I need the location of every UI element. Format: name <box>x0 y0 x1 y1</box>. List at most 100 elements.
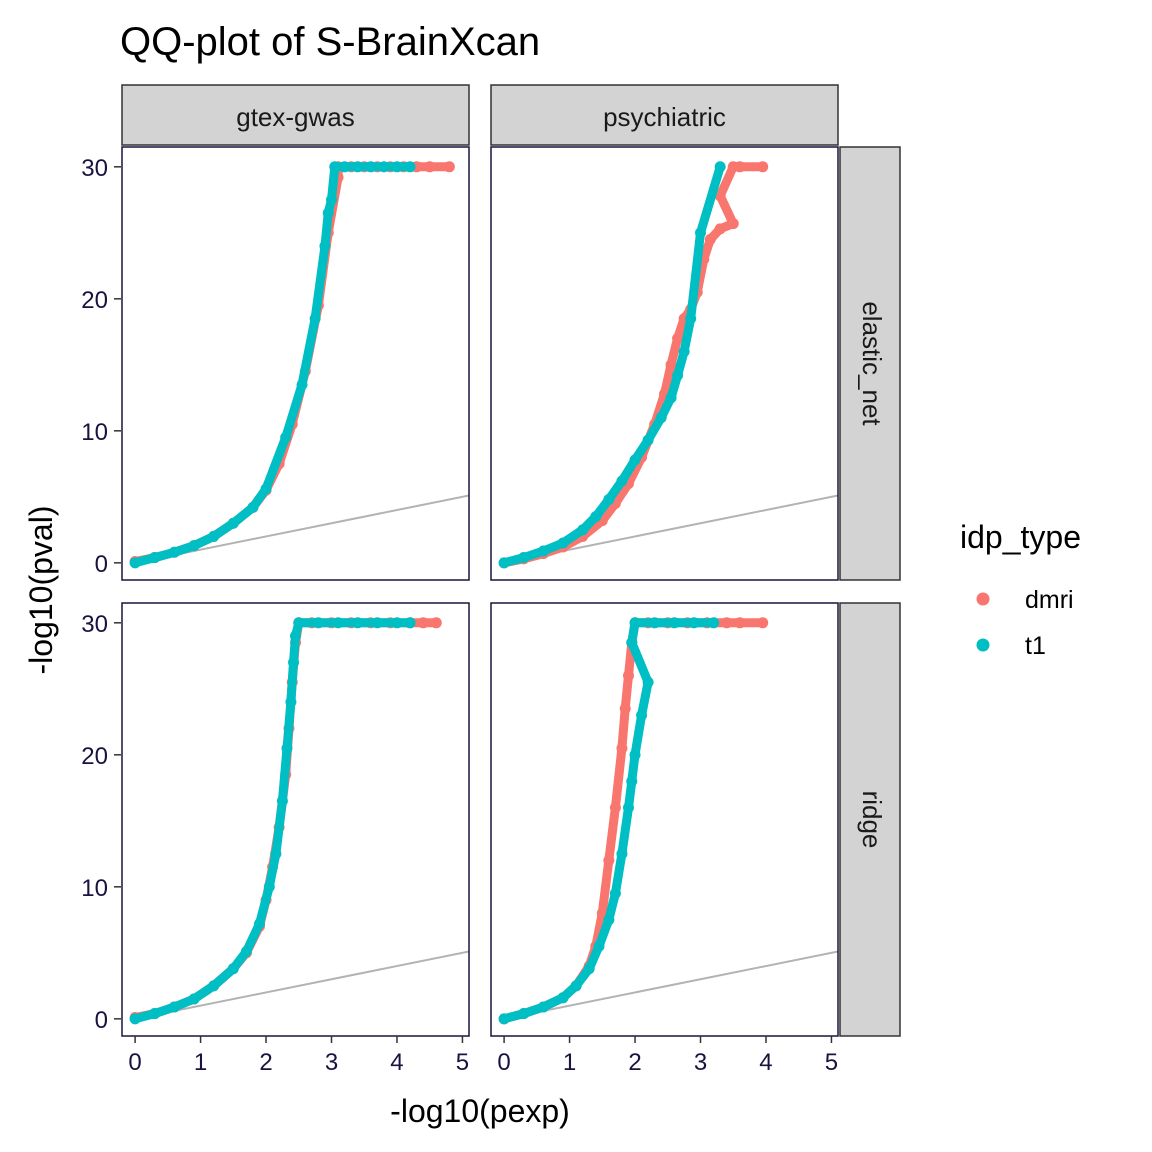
data-point-t1 <box>629 749 641 761</box>
data-point-t1 <box>557 537 569 549</box>
data-point-dmri <box>672 332 684 344</box>
x-tick-label: 1 <box>194 1049 207 1076</box>
data-point-t1 <box>391 617 403 629</box>
data-point-t1 <box>636 709 648 721</box>
data-point-dmri <box>609 802 621 814</box>
data-point-dmri <box>665 359 677 371</box>
data-point-t1 <box>260 483 272 495</box>
y-tick-label: 10 <box>81 419 108 446</box>
data-point-t1 <box>498 1013 510 1025</box>
data-point-dmri <box>704 233 716 245</box>
data-point-t1 <box>322 207 334 219</box>
y-tick-label: 10 <box>81 875 108 902</box>
panel-border <box>121 146 470 581</box>
chart-title: QQ-plot of S-BrainXcan <box>120 20 540 64</box>
data-point-t1 <box>665 392 677 404</box>
panel-background <box>122 147 469 580</box>
data-point-t1 <box>312 617 324 629</box>
data-point-t1 <box>603 493 615 505</box>
y-axis-title: -log10(pval) <box>23 506 59 675</box>
data-point-t1 <box>626 637 638 649</box>
y-tick-label: 30 <box>81 611 108 638</box>
data-point-t1 <box>285 696 297 708</box>
data-point-dmri <box>417 617 429 629</box>
data-point-t1 <box>168 546 180 558</box>
x-tick-label: 3 <box>694 1049 707 1076</box>
reference-line <box>134 494 469 564</box>
x-tick-label: 4 <box>390 1049 403 1076</box>
data-point-t1 <box>518 552 530 564</box>
legend: idp_type dmri t1 <box>960 519 1081 660</box>
data-point-t1 <box>404 161 416 173</box>
data-point-t1 <box>577 524 589 536</box>
data-point-t1 <box>622 802 634 814</box>
data-point-t1 <box>593 940 605 952</box>
data-point-dmri <box>430 617 442 629</box>
panel-border <box>121 602 470 1037</box>
y-tick-label: 30 <box>81 155 108 182</box>
data-point-t1 <box>263 881 275 893</box>
x-tick-label: 0 <box>128 1049 141 1076</box>
data-point-dmri <box>734 161 746 173</box>
panel-content <box>129 161 469 569</box>
data-point-t1 <box>332 617 344 629</box>
data-point-t1 <box>672 369 684 381</box>
data-point-t1 <box>518 1008 530 1020</box>
data-point-dmri <box>443 161 455 173</box>
data-point-dmri <box>727 218 739 230</box>
data-point-t1 <box>629 617 641 629</box>
panel-content <box>498 161 838 569</box>
data-point-t1 <box>247 501 259 513</box>
facet-strip-label: gtex-gwas <box>236 102 355 132</box>
data-point-t1 <box>404 617 416 629</box>
panel-border <box>490 602 839 1037</box>
y-tick-label: 0 <box>95 551 108 578</box>
legend-label-dmri: dmri <box>1025 586 1074 614</box>
reference-line <box>134 950 469 1020</box>
data-point-t1 <box>649 617 661 629</box>
data-point-t1 <box>290 630 301 642</box>
facet-strip-label: psychiatric <box>603 102 726 132</box>
legend-key-dmri <box>976 592 990 606</box>
legend-key-t1 <box>976 638 990 652</box>
facet-strip-right <box>839 602 901 1037</box>
data-point-t1 <box>309 313 321 325</box>
data-point-t1 <box>319 240 331 252</box>
data-point-t1 <box>688 617 700 629</box>
data-point-dmri <box>757 161 769 173</box>
data-point-t1 <box>168 1001 180 1013</box>
data-point-t1 <box>281 742 293 754</box>
facet-strip-label: elastic_net <box>857 301 887 426</box>
legend-title: idp_type <box>960 519 1081 555</box>
data-point-t1 <box>685 313 697 325</box>
data-point-t1 <box>583 963 595 975</box>
data-point-t1 <box>253 918 265 930</box>
data-point-t1 <box>642 434 654 446</box>
data-point-t1 <box>149 552 161 564</box>
data-point-t1 <box>391 161 403 173</box>
data-point-t1 <box>188 540 200 552</box>
data-point-t1 <box>537 1001 549 1013</box>
facet-strip-label: ridge <box>857 791 887 849</box>
data-point-t1 <box>537 545 549 557</box>
x-tick-label: 5 <box>456 1049 469 1076</box>
panel-content <box>498 617 838 1025</box>
data-point-t1 <box>129 1013 141 1025</box>
data-point-t1 <box>695 227 707 239</box>
x-axis-title: -log10(pexp) <box>390 1093 570 1129</box>
data-point-t1 <box>129 557 141 569</box>
data-point-dmri <box>714 223 726 235</box>
data-point-t1 <box>326 194 338 206</box>
data-point-t1 <box>714 161 726 173</box>
data-point-dmri <box>757 617 769 629</box>
data-point-t1 <box>378 161 390 173</box>
panel-background <box>491 147 838 580</box>
data-point-t1 <box>570 980 582 992</box>
data-point-t1 <box>208 530 220 542</box>
data-point-t1 <box>626 775 638 787</box>
data-point-t1 <box>288 656 300 668</box>
data-point-t1 <box>655 412 667 424</box>
x-tick-label: 0 <box>497 1049 510 1076</box>
facet-strip-top <box>121 84 470 146</box>
